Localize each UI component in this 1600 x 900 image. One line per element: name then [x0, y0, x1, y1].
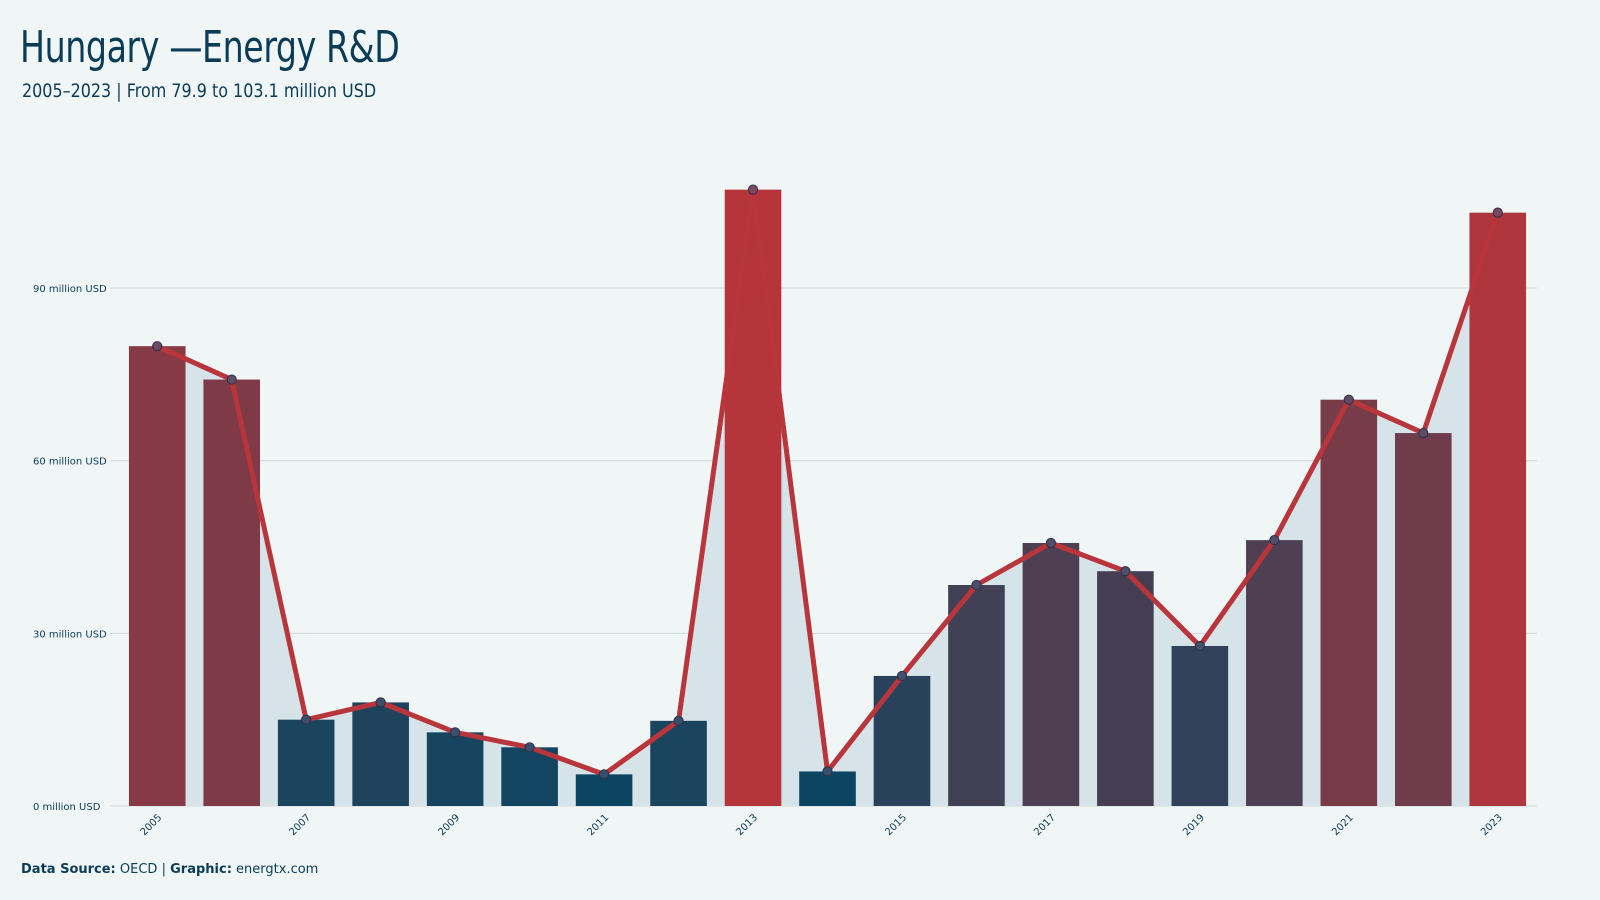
x-tick-label-2013: 2013: [734, 812, 760, 838]
y-tick-label-3: 90 million USD: [33, 284, 107, 295]
bar-2009: [426, 732, 484, 806]
bar-2011: [575, 774, 633, 806]
bar-2022: [1394, 433, 1452, 806]
x-tick-label-2017: 2017: [1032, 812, 1058, 838]
bar-2015: [873, 675, 931, 806]
marker-2018: [1120, 566, 1131, 577]
bar-2008: [352, 702, 409, 806]
marker-2016: [971, 579, 982, 591]
graphic-value: energtx.com: [236, 862, 319, 877]
x-tick-label-2021: 2021: [1330, 812, 1356, 838]
bar-2010: [501, 747, 558, 806]
marker-2009: [450, 727, 461, 738]
bar-2007: [277, 719, 335, 806]
bar-2018: [1097, 571, 1154, 806]
x-tick-label-2015: 2015: [883, 812, 909, 838]
area-layer: [157, 189, 1498, 806]
x-tick-label-2023: 2023: [1479, 812, 1505, 838]
x-tick-label-2019: 2019: [1181, 812, 1207, 838]
marker-2013: [747, 184, 759, 195]
chart-title: Hungary —Energy R&D: [20, 22, 400, 73]
marker-2023: [1492, 207, 1503, 218]
bar-2013: [724, 189, 782, 806]
x-tick-label-2011: 2011: [585, 812, 611, 838]
bar-2006: [203, 379, 261, 806]
x-axis-labels: 2005 2007 2009 2011 2013 2015 2017 2019 2021 2023: [139, 812, 1505, 838]
footer-separator: |: [161, 862, 166, 877]
marker-2015: [896, 670, 908, 682]
bar-2020: [1246, 540, 1303, 806]
x-tick-label-2005: 2005: [139, 812, 165, 838]
marker-2008: [375, 697, 386, 708]
x-tick-label-2009: 2009: [436, 812, 462, 838]
footer-credits: Data Source: OECD | Graphic: energtx.com: [21, 862, 318, 877]
bar-2014: [799, 771, 856, 806]
marker-2010: [524, 742, 535, 753]
marker-2012: [673, 715, 684, 726]
marker-2011: [598, 769, 610, 780]
bar-2019: [1171, 646, 1229, 806]
bar-2016: [948, 585, 1005, 806]
graphic-label: Graphic:: [170, 862, 232, 877]
bar-2023: [1469, 212, 1527, 807]
marker-2022: [1418, 427, 1429, 439]
marker-2021: [1343, 394, 1354, 405]
y-tick-label-1: 30 million USD: [33, 629, 107, 640]
marker-layer: [152, 184, 1503, 780]
bar-2021: [1320, 399, 1378, 806]
marker-2019: [1194, 640, 1205, 652]
marker-2007: [301, 714, 312, 725]
source-label: Data Source:: [21, 862, 116, 877]
marker-2020: [1269, 535, 1280, 546]
value-area: [157, 189, 1498, 806]
bar-2005: [128, 346, 186, 806]
marker-2005: [152, 341, 163, 352]
bar-layer: [128, 189, 1527, 807]
marker-2014: [822, 766, 833, 777]
y-tick-label-0: 0 million USD: [33, 802, 101, 813]
y-tick-label-2: 60 million USD: [33, 457, 107, 468]
source-value: OECD: [119, 862, 158, 877]
chart-subtitle: 2005–2023 | From 79.9 to 103.1 million U…: [22, 80, 377, 102]
bar-2017: [1022, 542, 1080, 806]
x-tick-label-2007: 2007: [288, 812, 314, 838]
marker-2017: [1045, 537, 1057, 549]
marker-2006: [226, 374, 237, 385]
y-axis-labels: 0 million USD 30 million USD 60 million US…: [33, 284, 107, 813]
